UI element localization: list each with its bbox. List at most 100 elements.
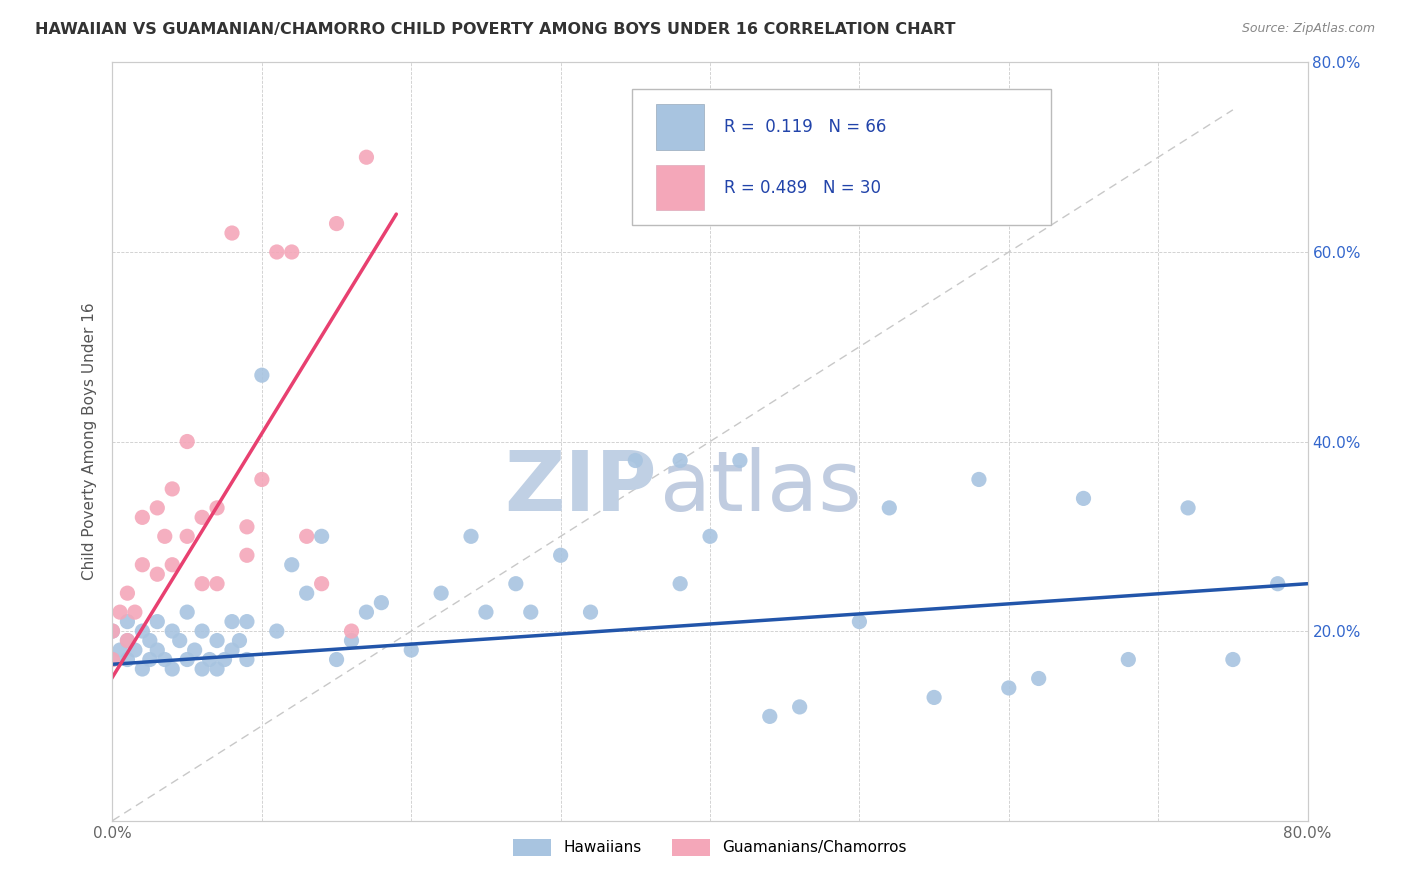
- Legend: Hawaiians, Guamanians/Chamorros: Hawaiians, Guamanians/Chamorros: [506, 832, 914, 863]
- Point: [221, 643, 243, 657]
- Point: [124, 605, 146, 619]
- Point: [205, 662, 228, 676]
- Point: [848, 615, 870, 629]
- Point: [250, 473, 273, 487]
- Point: [266, 624, 288, 639]
- Point: [146, 567, 169, 582]
- Point: [131, 558, 153, 572]
- Y-axis label: Child Poverty Among Boys Under 16: Child Poverty Among Boys Under 16: [82, 302, 97, 581]
- Point: [325, 652, 347, 666]
- Text: Source: ZipAtlas.com: Source: ZipAtlas.com: [1241, 22, 1375, 36]
- Point: [998, 681, 1021, 695]
- Point: [295, 529, 318, 543]
- Point: [967, 473, 990, 487]
- Point: [401, 643, 423, 657]
- Bar: [657, 104, 704, 150]
- Point: [176, 605, 198, 619]
- Point: [1222, 652, 1244, 666]
- Point: [183, 643, 205, 657]
- Point: [228, 633, 250, 648]
- Point: [117, 615, 139, 629]
- Point: [430, 586, 453, 600]
- Point: [1073, 491, 1095, 506]
- Point: [624, 453, 647, 467]
- Point: [146, 615, 169, 629]
- Point: [205, 633, 228, 648]
- Text: R = 0.489   N = 30: R = 0.489 N = 30: [724, 178, 882, 196]
- Point: [131, 510, 153, 524]
- Point: [669, 576, 692, 591]
- Point: [198, 652, 221, 666]
- Point: [139, 633, 162, 648]
- Point: [139, 652, 162, 666]
- Point: [728, 453, 751, 467]
- Point: [214, 652, 236, 666]
- Text: ZIP: ZIP: [503, 447, 657, 527]
- Point: [1267, 576, 1289, 591]
- Point: [236, 548, 259, 563]
- Point: [162, 662, 183, 676]
- Point: [505, 576, 527, 591]
- Point: [117, 633, 139, 648]
- Point: [117, 633, 139, 648]
- Point: [117, 586, 139, 600]
- Point: [131, 624, 153, 639]
- Point: [162, 482, 183, 496]
- Point: [1177, 500, 1199, 515]
- Point: [146, 643, 169, 657]
- Point: [1028, 672, 1050, 686]
- Point: [250, 368, 273, 383]
- Point: [356, 605, 378, 619]
- Point: [221, 615, 243, 629]
- Point: [101, 652, 124, 666]
- Point: [281, 244, 304, 259]
- FancyBboxPatch shape: [633, 89, 1050, 226]
- Point: [311, 529, 333, 543]
- Point: [550, 548, 572, 563]
- Point: [281, 558, 304, 572]
- Point: [669, 453, 692, 467]
- Point: [236, 520, 259, 534]
- Point: [191, 662, 214, 676]
- Point: [1118, 652, 1140, 666]
- Point: [176, 529, 198, 543]
- Point: [340, 633, 363, 648]
- Point: [475, 605, 498, 619]
- Point: [191, 510, 214, 524]
- Point: [295, 586, 318, 600]
- Point: [108, 643, 131, 657]
- Point: [153, 652, 176, 666]
- Point: [922, 690, 945, 705]
- Point: [340, 624, 363, 639]
- Point: [117, 652, 139, 666]
- Point: [759, 709, 782, 723]
- Bar: [657, 165, 704, 211]
- Point: [579, 605, 602, 619]
- Point: [153, 529, 176, 543]
- Point: [162, 624, 183, 639]
- Point: [266, 244, 288, 259]
- Point: [101, 624, 124, 639]
- Point: [169, 633, 191, 648]
- Point: [699, 529, 721, 543]
- Text: atlas: atlas: [659, 447, 862, 527]
- Point: [108, 605, 131, 619]
- Point: [356, 150, 378, 164]
- Point: [191, 576, 214, 591]
- Point: [236, 615, 259, 629]
- Point: [124, 643, 146, 657]
- Point: [162, 558, 183, 572]
- Point: [101, 624, 124, 639]
- Point: [879, 500, 901, 515]
- Point: [460, 529, 482, 543]
- Point: [311, 576, 333, 591]
- Point: [370, 596, 392, 610]
- Point: [520, 605, 543, 619]
- Point: [236, 652, 259, 666]
- Text: HAWAIIAN VS GUAMANIAN/CHAMORRO CHILD POVERTY AMONG BOYS UNDER 16 CORRELATION CHA: HAWAIIAN VS GUAMANIAN/CHAMORRO CHILD POV…: [35, 22, 956, 37]
- Point: [191, 624, 214, 639]
- Point: [131, 662, 153, 676]
- Text: R =  0.119   N = 66: R = 0.119 N = 66: [724, 118, 887, 136]
- Point: [176, 434, 198, 449]
- Point: [789, 699, 811, 714]
